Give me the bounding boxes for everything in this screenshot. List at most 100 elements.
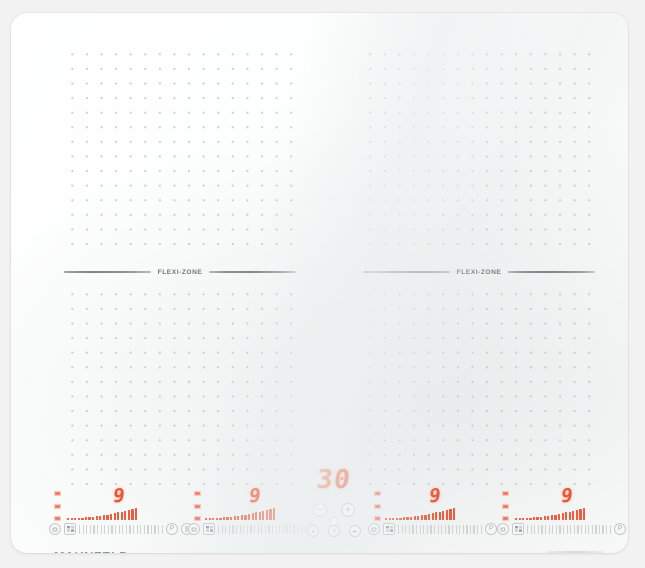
- slider-tick[interactable]: [448, 524, 450, 534]
- slider-tick[interactable]: [555, 524, 558, 534]
- slider-tick[interactable]: [218, 524, 220, 534]
- slider-tick[interactable]: [437, 524, 439, 534]
- slider-tick[interactable]: [100, 524, 102, 534]
- slider-tick[interactable]: [577, 524, 579, 534]
- power-boost-icon[interactable]: P: [613, 523, 626, 535]
- slider-tick[interactable]: [534, 524, 536, 534]
- slider-tick[interactable]: [140, 524, 142, 534]
- start-pause-icon[interactable]: [307, 525, 319, 537]
- slider-tick[interactable]: [398, 524, 400, 534]
- slider-tick[interactable]: [111, 524, 113, 534]
- slider-tick[interactable]: [598, 524, 601, 534]
- slider-tick[interactable]: [606, 524, 608, 534]
- slider-tick[interactable]: [433, 524, 436, 534]
- slider-tick[interactable]: [82, 524, 84, 534]
- pot-icon[interactable]: [497, 523, 509, 535]
- slider-tick[interactable]: [562, 524, 565, 534]
- slider-tick[interactable]: [401, 524, 403, 534]
- pot-icon[interactable]: [188, 523, 200, 535]
- slider-tick[interactable]: [462, 524, 464, 534]
- slider-tick[interactable]: [271, 524, 274, 534]
- slider-tick[interactable]: [268, 524, 270, 534]
- bridge-icon[interactable]: [512, 523, 524, 535]
- bridge-icon[interactable]: [203, 523, 215, 535]
- slider-tick[interactable]: [480, 524, 482, 534]
- slider-tick[interactable]: [469, 524, 472, 534]
- slider-tick[interactable]: [275, 524, 277, 534]
- slider-tick[interactable]: [286, 524, 288, 534]
- slider-tick[interactable]: [89, 524, 92, 534]
- pot-icon[interactable]: [49, 523, 61, 535]
- slider-tick[interactable]: [118, 524, 120, 534]
- zone-3-slider[interactable]: [398, 524, 482, 535]
- slider-tick[interactable]: [477, 524, 479, 534]
- slider-tick[interactable]: [426, 524, 429, 534]
- slider-tick[interactable]: [548, 524, 550, 534]
- slider-tick[interactable]: [300, 524, 302, 534]
- slider-tick[interactable]: [289, 524, 292, 534]
- slider-tick[interactable]: [408, 524, 411, 534]
- slider-tick[interactable]: [441, 524, 443, 534]
- zone-2-touch-row[interactable]: P: [188, 523, 317, 535]
- slider-tick[interactable]: [430, 524, 432, 534]
- slider-tick[interactable]: [96, 524, 99, 534]
- power-icon[interactable]: [328, 525, 340, 537]
- slider-tick[interactable]: [250, 524, 252, 534]
- power-boost-icon[interactable]: P: [165, 523, 178, 535]
- bridge-icon[interactable]: [64, 523, 76, 535]
- slider-tick[interactable]: [419, 524, 421, 534]
- slider-tick[interactable]: [297, 524, 299, 534]
- zone-4-slider[interactable]: [527, 524, 611, 535]
- slider-tick[interactable]: [473, 524, 475, 534]
- slider-tick[interactable]: [415, 524, 418, 534]
- zone-1-slider[interactable]: [79, 524, 163, 535]
- slider-tick[interactable]: [246, 524, 249, 534]
- slider-tick[interactable]: [580, 524, 583, 534]
- slider-tick[interactable]: [86, 524, 88, 534]
- zone-2-slider[interactable]: [218, 524, 302, 535]
- zone-3-touch-row[interactable]: P: [368, 523, 497, 535]
- slider-tick[interactable]: [466, 524, 468, 534]
- slider-tick[interactable]: [104, 524, 106, 534]
- slider-tick[interactable]: [150, 524, 153, 534]
- slider-tick[interactable]: [455, 524, 457, 534]
- slider-tick[interactable]: [444, 524, 447, 534]
- slider-tick[interactable]: [235, 524, 238, 534]
- slider-tick[interactable]: [423, 524, 425, 534]
- slider-tick[interactable]: [293, 524, 295, 534]
- bridge-icon[interactable]: [383, 523, 395, 535]
- timer-minus-button[interactable]: −: [313, 503, 327, 517]
- slider-tick[interactable]: [552, 524, 554, 534]
- slider-tick[interactable]: [527, 524, 529, 534]
- slider-tick[interactable]: [125, 524, 128, 534]
- slider-tick[interactable]: [602, 524, 604, 534]
- slider-tick[interactable]: [136, 524, 138, 534]
- slider-tick[interactable]: [143, 524, 145, 534]
- slider-tick[interactable]: [570, 524, 572, 534]
- slider-tick[interactable]: [405, 524, 407, 534]
- slider-tick[interactable]: [279, 524, 281, 534]
- slider-tick[interactable]: [232, 524, 234, 534]
- slider-tick[interactable]: [154, 524, 156, 534]
- slider-tick[interactable]: [147, 524, 149, 534]
- slider-tick[interactable]: [530, 524, 532, 534]
- zone-1-touch-row[interactable]: P: [49, 523, 193, 535]
- slider-tick[interactable]: [573, 524, 576, 534]
- slider-tick[interactable]: [566, 524, 568, 534]
- pot-icon[interactable]: [368, 523, 380, 535]
- slider-tick[interactable]: [282, 524, 284, 534]
- slider-tick[interactable]: [122, 524, 124, 534]
- slider-tick[interactable]: [591, 524, 593, 534]
- key-lock-icon[interactable]: [349, 525, 361, 537]
- slider-tick[interactable]: [541, 524, 543, 534]
- timer-plus-button[interactable]: +: [341, 503, 355, 517]
- slider-tick[interactable]: [221, 524, 223, 534]
- slider-tick[interactable]: [114, 524, 117, 534]
- slider-tick[interactable]: [257, 524, 259, 534]
- slider-tick[interactable]: [588, 524, 590, 534]
- slider-tick[interactable]: [158, 524, 160, 534]
- slider-tick[interactable]: [93, 524, 95, 534]
- slider-tick[interactable]: [459, 524, 461, 534]
- slider-tick[interactable]: [132, 524, 135, 534]
- slider-tick[interactable]: [253, 524, 256, 534]
